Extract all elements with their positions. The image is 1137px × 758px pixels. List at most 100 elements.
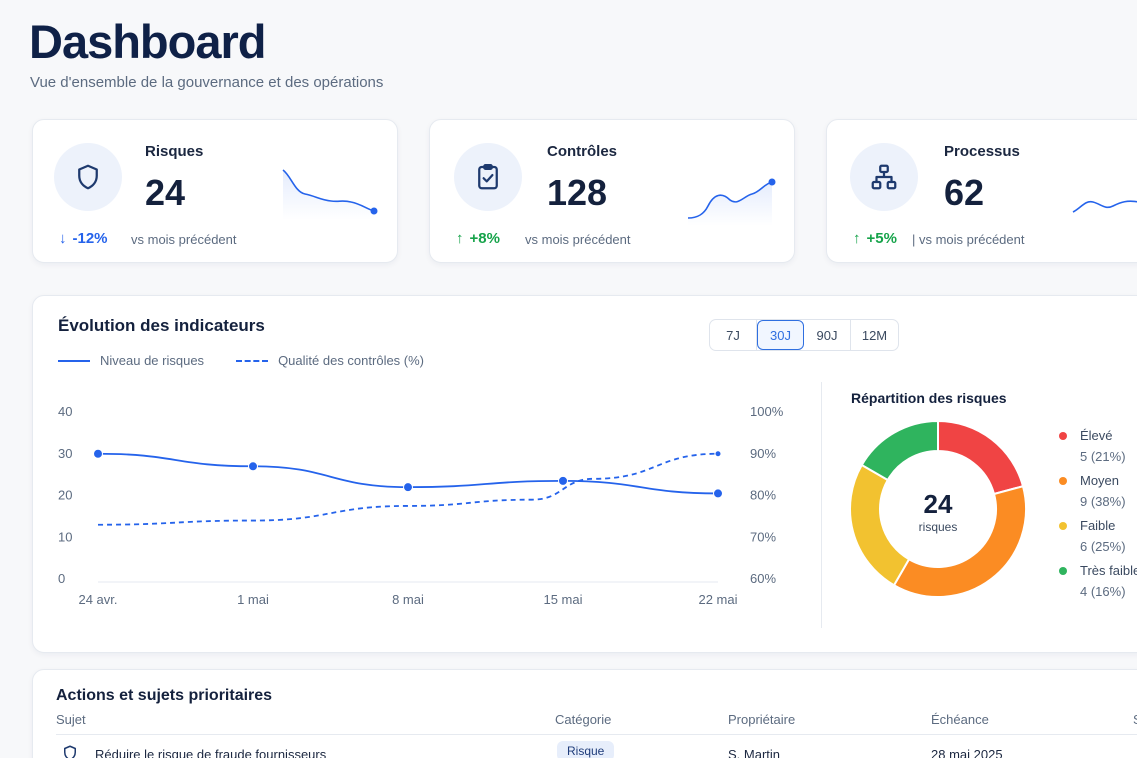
- kpi-label: Risques: [145, 143, 204, 160]
- legend-solid-swatch: [58, 359, 90, 362]
- kpi-label: Processus: [944, 143, 1020, 160]
- legend-item-qualite: Qualité des contrôles (%): [278, 353, 425, 368]
- x-tick-label: 8 mai: [392, 592, 424, 607]
- donut-legend-item: Moyen 9 (38%): [1058, 473, 1137, 518]
- divider: [821, 382, 822, 628]
- arrow-up-icon: ↑: [456, 230, 464, 247]
- donut-chart: [849, 419, 1027, 598]
- donut-legend: Élevé 5 (21%) Moyen 9 (38%) Faible 6 (25%) …: [1058, 428, 1137, 608]
- kpi-delta-value: -12%: [72, 230, 108, 247]
- donut-legend-item: Élevé 5 (21%): [1058, 428, 1137, 473]
- actions-title: Actions et sujets prioritaires: [56, 687, 273, 704]
- legend-label: Moyen: [1080, 473, 1120, 488]
- page-subtitle: Vue d'ensemble de la gouvernance et des …: [30, 74, 384, 91]
- donut-slice[interactable]: [860, 419, 939, 482]
- donut-slice[interactable]: [892, 484, 1027, 598]
- kpi-note: vs mois précédent: [131, 232, 237, 247]
- line-chart: 40 30 20 10 0 100% 90% 80% 70% 60% 24 avr. 1 mai 8 m…: [58, 404, 784, 607]
- legend-value: 5 (21%): [1080, 449, 1126, 464]
- row-due-date: 28 mai 2025: [931, 747, 1003, 758]
- data-point: [558, 475, 568, 486]
- shield-icon: [61, 744, 79, 758]
- col-header-statut[interactable]: S: [1133, 712, 1137, 727]
- actions-panel: Actions et sujets prioritaires Sujet Cat…: [32, 669, 1137, 758]
- evolution-panel: Évolution des indicateurs 7J 30J 90J 12M…: [32, 295, 1137, 653]
- y-right-tick-label: 100%: [750, 404, 784, 419]
- range-selector: 7J 30J 90J 12M: [709, 319, 899, 351]
- row-subject: Réduire le risque de fraude fournisseurs: [95, 747, 327, 758]
- donut-center-value: 24: [923, 489, 953, 519]
- legend-dot: [1059, 477, 1067, 485]
- range-7j[interactable]: 7J: [710, 320, 757, 350]
- donut-legend-item: Faible 6 (25%): [1058, 518, 1137, 563]
- kpi-label: Contrôles: [547, 143, 618, 160]
- legend-value: 9 (38%): [1080, 494, 1126, 509]
- kpi-value: 62: [944, 172, 985, 213]
- x-tick-label: 22 mai: [698, 592, 737, 607]
- x-tick-label: 24 avr.: [78, 592, 117, 607]
- row-owner: S. Martin: [728, 747, 781, 758]
- legend-dot: [1059, 522, 1067, 530]
- y-left-tick-label: 40: [58, 404, 72, 419]
- arrow-down-icon: ↓: [59, 230, 67, 247]
- legend-value: 6 (25%): [1080, 539, 1126, 554]
- y-right-tick-label: 60%: [750, 571, 776, 586]
- page-title: Dashboard: [29, 15, 266, 68]
- kpi-value: 128: [547, 172, 608, 213]
- donut-title: Répartition des risques: [851, 390, 1007, 406]
- sparkline: [282, 169, 378, 220]
- kpi-delta-value: +5%: [866, 230, 897, 247]
- kpi-note: vs mois précédent: [525, 232, 631, 247]
- data-point: [248, 461, 258, 472]
- kpi-card-processus[interactable]: Processus 62 ↑ +5% | vs mois précédent: [826, 119, 1137, 263]
- legend-dashed-swatch: [236, 359, 269, 362]
- y-left-tick-label: 10: [58, 529, 72, 544]
- col-header-proprietaire[interactable]: Propriétaire: [728, 712, 796, 727]
- kpi-note: | vs mois précédent: [912, 232, 1025, 247]
- donut-slice[interactable]: [937, 419, 1025, 496]
- donut-center-label: risques: [918, 520, 958, 534]
- chart-legend: Niveau de risques Qualité des contrôles …: [58, 353, 424, 368]
- sparkline: [687, 178, 776, 226]
- legend-label: Faible: [1080, 518, 1116, 533]
- legend-label: Élevé: [1080, 428, 1113, 443]
- kpi-value: 24: [145, 172, 186, 213]
- kpi-card-controles[interactable]: Contrôles 128 ↑ +8% vs mois précédent: [429, 119, 795, 263]
- evolution-title: Évolution des indicateurs: [58, 316, 265, 335]
- y-left-tick-label: 0: [58, 571, 65, 586]
- kpi-delta: ↑ +8%: [456, 230, 500, 247]
- kpi-delta: ↓ -12%: [59, 230, 108, 247]
- kpi-delta-value: +8%: [469, 230, 500, 247]
- y-left-tick-label: 30: [58, 446, 72, 461]
- col-header-echeance[interactable]: Échéance: [931, 712, 989, 727]
- legend-dot: [1059, 567, 1067, 575]
- range-30j[interactable]: 30J: [757, 320, 804, 350]
- y-right-tick-label: 80%: [750, 488, 776, 503]
- kpi-delta: ↑ +5%: [853, 230, 897, 247]
- legend-value: 4 (16%): [1080, 584, 1126, 599]
- col-header-sujet[interactable]: Sujet: [56, 712, 86, 727]
- kpi-card-risques[interactable]: Risques 24 ↓ -12% vs mois précédent: [32, 119, 398, 263]
- clipboard-check-icon: [454, 143, 522, 211]
- y-right-tick-label: 90%: [750, 446, 776, 461]
- shield-icon: [54, 143, 122, 211]
- y-right-tick-label: 70%: [750, 529, 776, 544]
- donut-slice[interactable]: [849, 463, 911, 587]
- series-line-qualite: [97, 452, 719, 526]
- data-point: [93, 448, 103, 459]
- col-header-categorie[interactable]: Catégorie: [555, 712, 612, 727]
- range-12m[interactable]: 12M: [861, 327, 888, 343]
- legend-item-risques: Niveau de risques: [100, 353, 205, 368]
- range-90j[interactable]: 90J: [804, 320, 851, 350]
- legend-label: Très faible: [1080, 563, 1137, 578]
- legend-dot: [1059, 432, 1067, 440]
- y-left-tick-label: 20: [58, 488, 72, 503]
- data-point: [715, 451, 721, 457]
- arrow-up-icon: ↑: [853, 230, 861, 247]
- sparkline: [1072, 200, 1137, 213]
- header-divider: [56, 734, 1137, 735]
- hierarchy-icon: [850, 143, 918, 211]
- data-point: [713, 488, 723, 499]
- x-tick-label: 1 mai: [237, 592, 269, 607]
- x-tick-label: 15 mai: [543, 592, 582, 607]
